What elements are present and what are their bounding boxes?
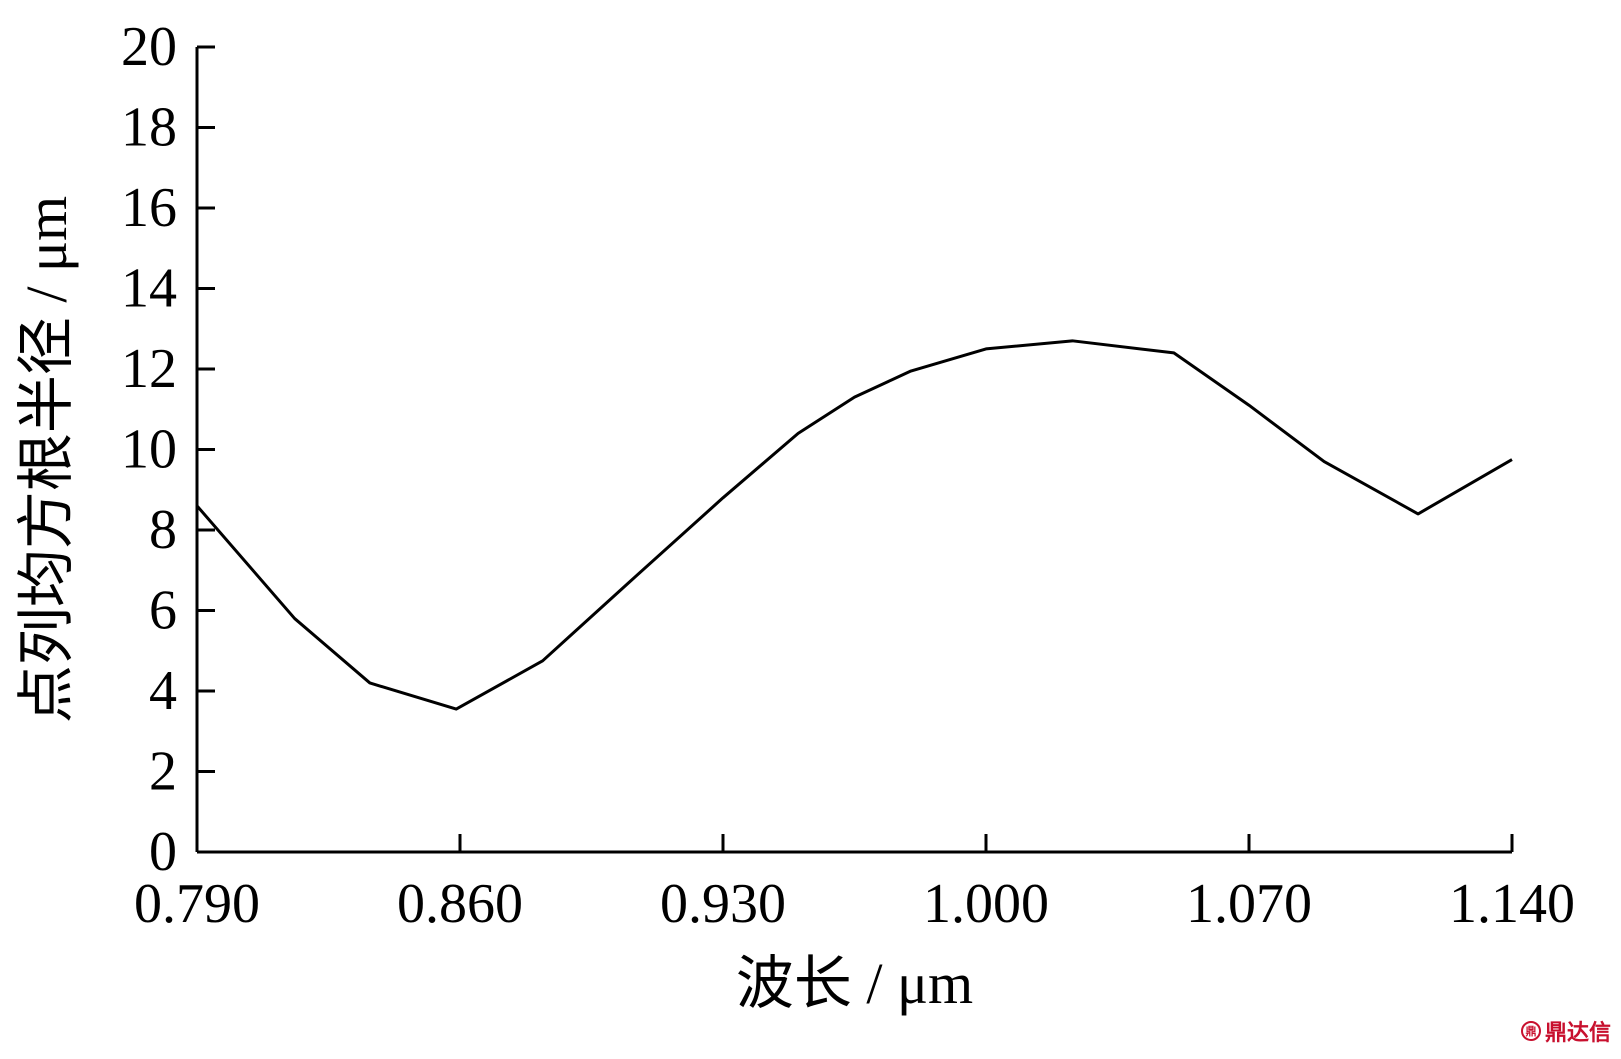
y-tick-label: 14 bbox=[121, 258, 177, 320]
x-tick-label: 0.790 bbox=[134, 873, 260, 935]
y-tick-label: 6 bbox=[149, 580, 177, 642]
watermark-text: 鼎达信 bbox=[1544, 1021, 1611, 1046]
y-tick-label: 20 bbox=[121, 16, 177, 78]
y-tick-label: 8 bbox=[149, 499, 177, 561]
axes bbox=[195, 47, 1512, 854]
x-tick-label: 0.930 bbox=[660, 873, 786, 935]
y-tick-label: 12 bbox=[121, 338, 177, 400]
x-tick-label: 1.140 bbox=[1449, 873, 1575, 935]
x-ticks: 0.790 0.860 0.930 1.000 1.070 1.140 bbox=[134, 834, 1575, 935]
x-tick-label: 0.860 bbox=[397, 873, 523, 935]
x-axis-title: 波长 / μm bbox=[736, 951, 973, 1016]
series-line bbox=[195, 339, 1513, 711]
y-tick-label: 16 bbox=[121, 177, 177, 239]
y-axis-title: 点列均方根半径 / μm bbox=[14, 196, 79, 723]
x-tick-label: 1.000 bbox=[923, 873, 1049, 935]
y-ticks: 0 2 4 6 8 10 12 14 16 18 20 bbox=[121, 16, 215, 883]
y-tick-label: 2 bbox=[149, 741, 177, 803]
y-tick-label: 10 bbox=[121, 419, 177, 481]
y-tick-label: 0 bbox=[149, 821, 177, 883]
y-tick-label: 4 bbox=[149, 660, 177, 722]
y-tick-label: 18 bbox=[121, 97, 177, 159]
x-tick-label: 1.070 bbox=[1186, 873, 1312, 935]
watermark: 鼎 鼎达信 bbox=[1520, 1015, 1611, 1047]
watermark-seal-icon: 鼎 bbox=[1520, 1021, 1541, 1041]
